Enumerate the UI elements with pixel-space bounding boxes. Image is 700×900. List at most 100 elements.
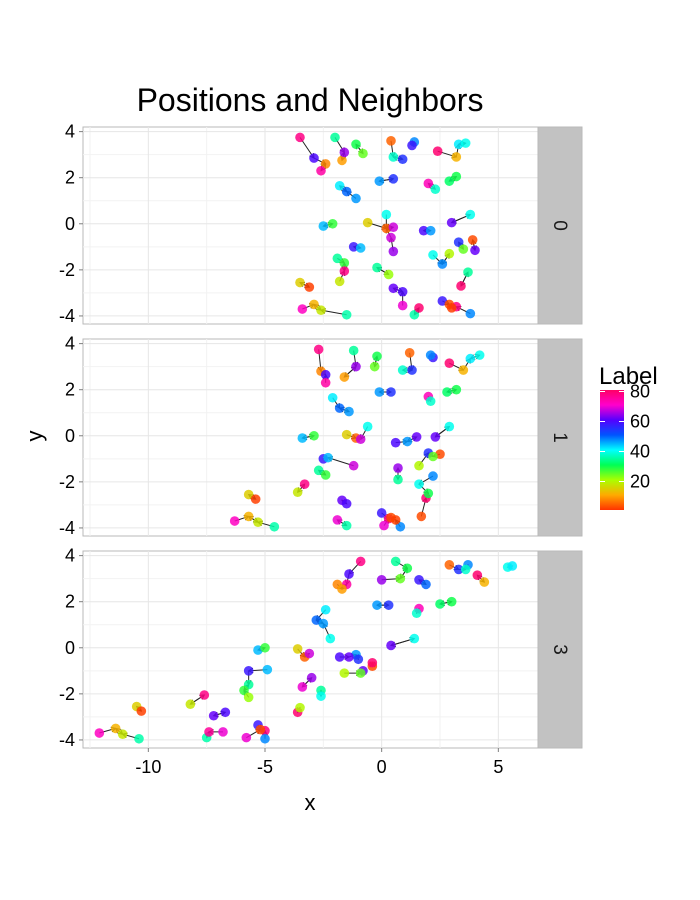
y-tick-label: 4: [65, 546, 75, 566]
data-point: [451, 171, 462, 182]
data-point: [229, 516, 240, 526]
data-point: [320, 159, 331, 169]
data-point: [444, 176, 455, 186]
data-point: [379, 520, 389, 531]
y-tick-label: -2: [59, 684, 75, 704]
data-point: [260, 733, 270, 744]
data-point: [297, 304, 308, 314]
data-point: [388, 283, 399, 294]
x-tick-label: -5: [257, 757, 273, 777]
data-point: [320, 369, 331, 380]
data-point: [292, 644, 303, 654]
data-point: [414, 575, 424, 585]
data-point: [409, 309, 420, 320]
y-tick-label: 4: [65, 334, 75, 354]
facet-strip: [537, 550, 583, 749]
data-point: [353, 654, 364, 665]
data-point: [344, 569, 354, 579]
data-points: [94, 556, 518, 744]
data-point: [325, 633, 336, 644]
data-point: [437, 259, 448, 269]
data-point: [451, 152, 462, 162]
data-point: [334, 652, 345, 662]
data-point: [428, 451, 438, 462]
data-point: [458, 244, 469, 254]
data-point: [313, 465, 324, 476]
data-point: [117, 729, 128, 739]
data-point: [306, 672, 317, 683]
legend-title: Label: [599, 363, 658, 390]
data-point: [421, 579, 431, 590]
data-point: [444, 560, 455, 570]
data-point: [304, 648, 315, 659]
data-point: [292, 487, 303, 498]
y-tick-label: 2: [65, 168, 75, 188]
data-point: [341, 186, 352, 197]
data-point: [208, 710, 219, 721]
data-point: [320, 604, 331, 615]
data-point: [374, 387, 385, 397]
data-point: [425, 350, 436, 360]
data-point: [351, 139, 361, 150]
data-point: [428, 250, 438, 260]
data-point: [199, 690, 210, 700]
y-tick-label: -4: [59, 730, 75, 750]
x-tick-label: 5: [493, 757, 503, 777]
data-point: [416, 511, 427, 522]
data-point: [260, 642, 270, 653]
data-point: [388, 246, 399, 257]
data-point: [425, 396, 436, 407]
y-tick-label: 0: [65, 214, 75, 234]
data-point: [316, 165, 326, 176]
data-point: [362, 421, 373, 432]
data-point: [395, 521, 406, 532]
data-point: [460, 138, 471, 148]
data-points: [295, 132, 480, 320]
data-point: [397, 300, 408, 311]
data-point: [479, 577, 490, 587]
data-point: [318, 221, 329, 231]
data-point: [423, 488, 434, 499]
data-point: [367, 657, 378, 668]
data-point: [393, 463, 403, 473]
data-point: [372, 262, 382, 273]
data-point: [341, 429, 352, 440]
data-point: [446, 303, 457, 313]
data-point: [402, 436, 413, 447]
data-point: [295, 277, 305, 288]
y-tick-label: 0: [65, 426, 75, 446]
legend-tick-label: 20: [630, 472, 650, 492]
data-point: [397, 154, 408, 165]
data-point: [220, 707, 231, 718]
data-point: [458, 365, 469, 375]
data-point: [430, 432, 441, 442]
data-point: [355, 243, 366, 253]
data-point: [339, 258, 350, 268]
data-point: [386, 387, 396, 397]
data-points: [229, 344, 485, 532]
data-point: [304, 282, 315, 292]
data-point: [297, 433, 308, 443]
legend-tick-label: 80: [630, 382, 650, 402]
y-tick-label: -2: [59, 260, 75, 280]
y-tick-label: 2: [65, 592, 75, 612]
data-point: [341, 309, 352, 320]
data-point: [348, 345, 359, 356]
data-point: [409, 633, 420, 644]
data-point: [262, 664, 273, 675]
y-tick-label: -2: [59, 472, 75, 492]
data-point: [320, 470, 331, 480]
y-tick-label: -4: [59, 518, 75, 538]
data-point: [351, 361, 361, 372]
data-point: [453, 564, 464, 575]
data-point: [444, 248, 455, 259]
data-point: [460, 564, 471, 575]
data-point: [414, 479, 424, 489]
data-point: [330, 132, 340, 143]
data-point: [390, 556, 401, 567]
data-point: [444, 421, 455, 432]
data-point: [316, 691, 326, 701]
data-point: [388, 152, 399, 162]
data-point: [374, 176, 385, 186]
